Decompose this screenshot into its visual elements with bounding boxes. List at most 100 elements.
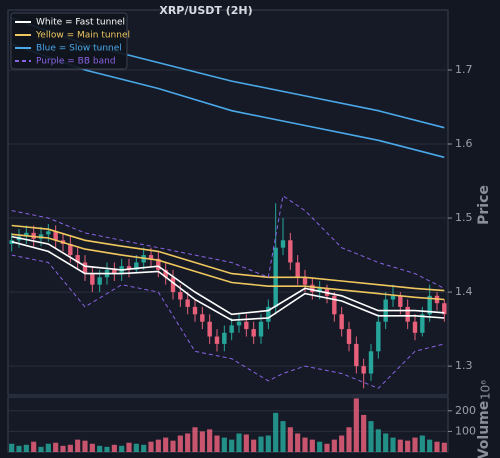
candle-body [339, 314, 344, 330]
volume-bar [295, 433, 301, 452]
volume-bar [273, 412, 279, 452]
y-tick-label: 1.6 [455, 137, 473, 150]
volume-bar [412, 437, 418, 452]
volume-bar [214, 435, 220, 452]
candle-body [332, 295, 337, 315]
volume-bar [163, 437, 169, 452]
candle-body [442, 303, 447, 315]
legend-label: Purple = BB band [36, 57, 116, 67]
tunnel-line [11, 43, 445, 159]
tunnel-line [11, 233, 445, 301]
volume-bar [280, 421, 286, 452]
tunnel-line [11, 224, 445, 292]
volume-bar [207, 429, 213, 452]
volume-bar [427, 439, 433, 452]
candles [9, 203, 447, 389]
candle-body [214, 336, 220, 344]
candle-body [427, 295, 432, 315]
volume-bar [361, 414, 367, 452]
volume-bar [324, 443, 330, 452]
legend-box [10, 12, 128, 70]
candle-body [192, 306, 198, 315]
candle-body [354, 343, 359, 367]
candle-body [148, 255, 154, 259]
volume-bar [434, 441, 440, 452]
candle-body [112, 269, 117, 274]
candle-body [24, 232, 29, 237]
legend-label: Yellow = Main tunnel [35, 31, 130, 41]
volume-bar [199, 431, 205, 452]
volume-bar [170, 440, 176, 452]
volume-bar [287, 427, 293, 452]
volume-bar [353, 398, 359, 452]
volume-panel [7, 396, 449, 453]
volume-bar [45, 443, 51, 452]
tunnel-line [11, 254, 445, 389]
volume-bar [185, 433, 191, 452]
candle-body [398, 295, 403, 307]
legend-label: White = Fast tunnel [36, 18, 125, 28]
candle-body [258, 321, 264, 337]
chart-title: XRP/USDT (2H) [159, 4, 252, 17]
candle-body [185, 299, 190, 307]
volume-bar [9, 443, 15, 452]
volume-bar [23, 444, 29, 452]
tunnel-line [11, 240, 445, 322]
volume-bar [38, 446, 44, 452]
candle-body [251, 329, 256, 337]
candle-body [134, 262, 139, 270]
candle-body [317, 288, 322, 293]
y-tick-label: 1.3 [455, 359, 473, 372]
volume-bar [119, 445, 125, 452]
candle-body [368, 351, 374, 374]
candle-body [229, 325, 234, 333]
volume-bar [97, 445, 103, 452]
candle-body [346, 329, 352, 344]
volume-bar [229, 439, 235, 452]
volume-bar [309, 439, 315, 452]
price-panel [7, 9, 449, 396]
volume-bar [375, 429, 381, 452]
volume-bar [441, 442, 447, 452]
y-tick-label: 1.7 [455, 63, 473, 76]
volume-bar [243, 434, 249, 452]
volume-bar [419, 435, 425, 452]
volume-bar [148, 441, 154, 452]
volume-bar [89, 443, 95, 452]
candle-body [302, 277, 308, 285]
volume-bar [368, 421, 374, 452]
candle-body [75, 255, 80, 263]
candle-body [266, 306, 271, 322]
candle-body [163, 269, 168, 278]
candle-body [97, 277, 102, 285]
volume-bar [155, 439, 161, 452]
volume-bar [346, 427, 352, 452]
volume-bar [67, 444, 73, 452]
volume-bar [75, 439, 81, 452]
volume-bar [104, 446, 110, 452]
candle-body [170, 277, 176, 293]
volume-bar [82, 440, 88, 452]
candle-body [207, 321, 212, 337]
candle-body [178, 292, 183, 300]
candle-body [68, 243, 73, 256]
candle-body [82, 262, 88, 274]
volume-bar [31, 441, 37, 452]
volume-bar [258, 436, 264, 452]
candle-body [280, 240, 286, 248]
candle-body [420, 314, 425, 333]
volume-bar [53, 442, 59, 452]
y-tick-label: 200 [455, 404, 476, 417]
candle-body [200, 314, 205, 322]
y-tick-label: 1.4 [455, 285, 473, 298]
volume-offset-label: 10⁶ [479, 380, 493, 400]
candle-body [222, 332, 227, 344]
volume-bar [339, 435, 345, 452]
tunnel-line [11, 235, 445, 316]
volume-bar [126, 442, 132, 452]
volume-bar [177, 435, 183, 452]
volume-bar [317, 441, 323, 452]
volume-bar [221, 437, 227, 452]
candle-body [90, 273, 95, 285]
